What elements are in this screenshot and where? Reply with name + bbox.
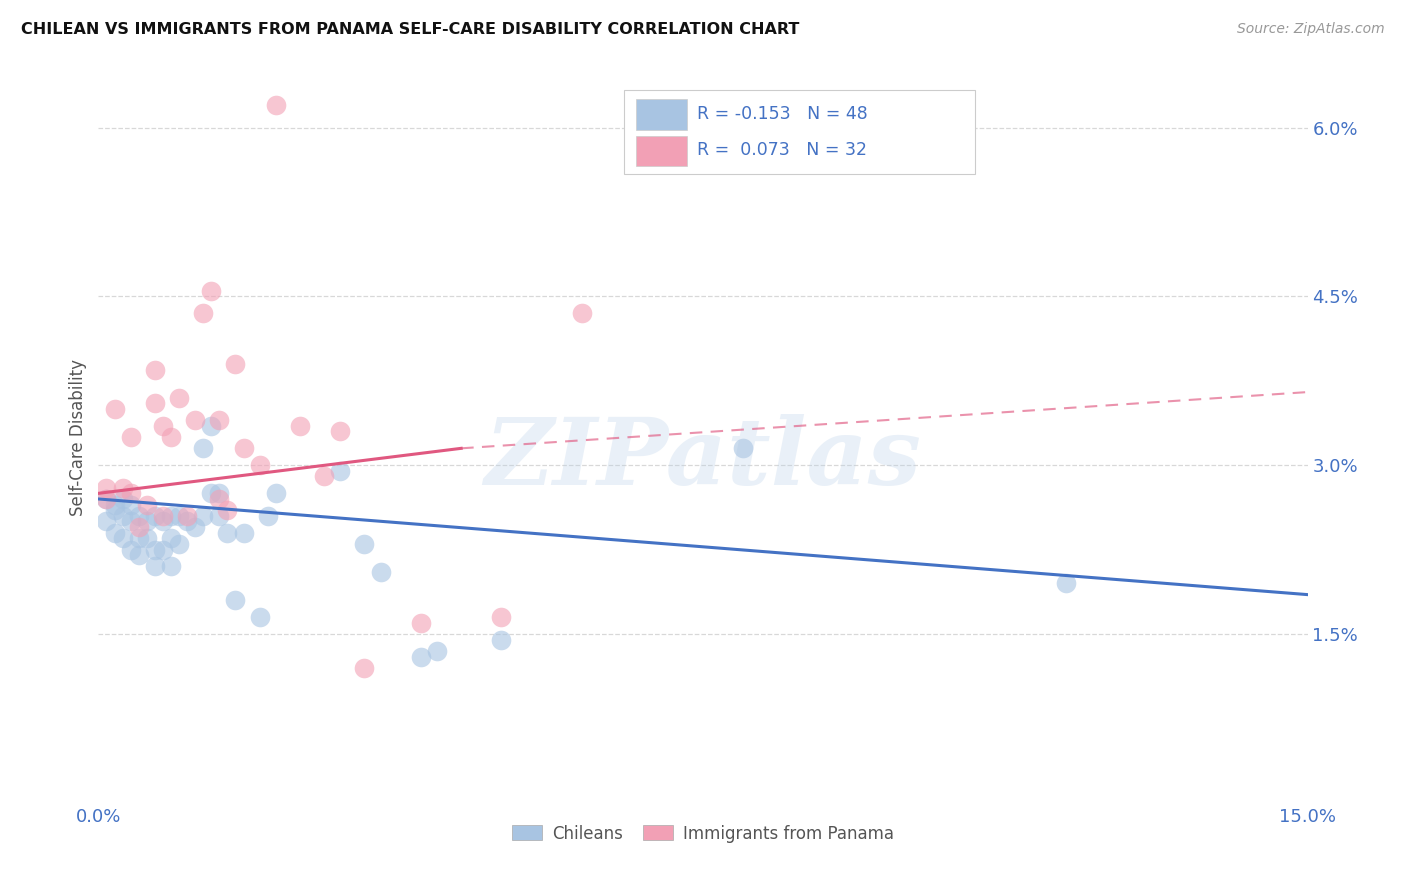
Text: R =  0.073   N = 32: R = 0.073 N = 32 (697, 141, 868, 160)
Point (103, 498, 125, 512)
Point (120, 486, 142, 500)
Point (200, 418, 222, 433)
Point (491, 632, 513, 647)
Point (217, 525, 239, 540)
Point (208, 491, 231, 506)
Point (353, 537, 375, 551)
FancyBboxPatch shape (624, 90, 976, 174)
Point (208, 508, 231, 523)
Point (288, 418, 311, 433)
Point (249, 458, 271, 473)
Point (200, 486, 222, 500)
Point (160, 430, 183, 444)
Point (176, 508, 198, 523)
Point (111, 481, 134, 495)
Point (111, 532, 134, 546)
Point (143, 396, 166, 410)
Point (111, 508, 134, 523)
Point (96, 481, 118, 495)
Point (103, 401, 125, 416)
Point (224, 357, 246, 371)
Point (152, 418, 174, 433)
Point (120, 515, 142, 529)
Point (193, 442, 215, 456)
Text: Source: ZipAtlas.com: Source: ZipAtlas.com (1237, 22, 1385, 37)
Point (120, 542, 142, 557)
Point (128, 508, 150, 523)
Point (193, 508, 215, 523)
Point (264, 98, 287, 112)
Point (193, 306, 215, 320)
Point (128, 532, 150, 546)
Point (103, 503, 125, 517)
Point (143, 542, 166, 557)
Point (160, 559, 183, 574)
Point (329, 425, 352, 439)
FancyBboxPatch shape (637, 99, 688, 130)
Point (167, 508, 190, 523)
Point (111, 491, 134, 506)
Point (314, 469, 336, 483)
Point (208, 486, 231, 500)
Point (96, 491, 118, 506)
Legend: Chileans, Immigrants from Panama: Chileans, Immigrants from Panama (505, 818, 901, 849)
Point (103, 525, 125, 540)
Point (120, 498, 142, 512)
Point (176, 515, 198, 529)
Point (135, 498, 157, 512)
Point (491, 610, 513, 624)
Point (370, 565, 392, 579)
Point (264, 486, 287, 500)
Point (128, 520, 150, 534)
Point (152, 515, 174, 529)
Point (232, 442, 254, 456)
Point (232, 525, 254, 540)
Point (1054, 576, 1077, 591)
Point (135, 532, 157, 546)
Point (143, 508, 166, 523)
Point (571, 306, 593, 320)
Point (249, 610, 271, 624)
Point (208, 413, 231, 427)
Point (120, 430, 142, 444)
Point (426, 644, 449, 658)
Point (128, 548, 150, 562)
Point (160, 508, 183, 523)
Point (96, 515, 118, 529)
Point (329, 464, 352, 478)
Point (152, 542, 174, 557)
Point (143, 362, 166, 376)
Y-axis label: Self-Care Disability: Self-Care Disability (69, 359, 87, 516)
Point (135, 515, 157, 529)
Point (160, 532, 183, 546)
Point (224, 593, 246, 607)
Point (353, 661, 375, 675)
Point (143, 559, 166, 574)
Point (256, 508, 278, 523)
Text: R = -0.153   N = 48: R = -0.153 N = 48 (697, 104, 868, 123)
FancyBboxPatch shape (637, 136, 688, 167)
Point (167, 391, 190, 405)
Point (200, 284, 222, 298)
Point (217, 503, 239, 517)
Point (184, 413, 207, 427)
Point (409, 649, 432, 664)
Point (409, 615, 432, 630)
Point (733, 442, 755, 456)
Text: CHILEAN VS IMMIGRANTS FROM PANAMA SELF-CARE DISABILITY CORRELATION CHART: CHILEAN VS IMMIGRANTS FROM PANAMA SELF-C… (21, 22, 800, 37)
Point (167, 537, 190, 551)
Point (96, 491, 118, 506)
Point (184, 520, 207, 534)
Point (152, 508, 174, 523)
Text: ZIPatlas: ZIPatlas (485, 414, 921, 504)
